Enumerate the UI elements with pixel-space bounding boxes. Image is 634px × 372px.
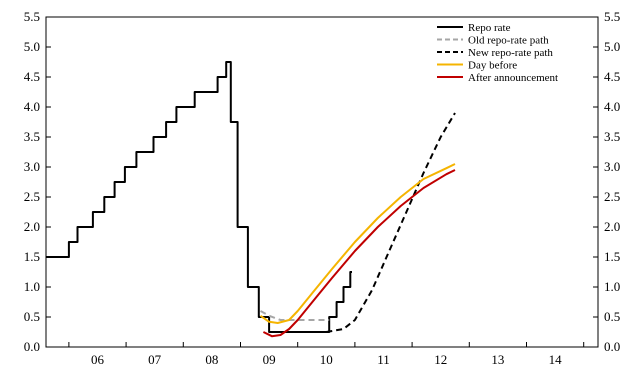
- y-tick-label-left: 3.5: [24, 129, 40, 144]
- y-tick-label-left: 0.5: [24, 309, 40, 324]
- y-tick-label-left: 5.5: [24, 9, 40, 24]
- y-tick-label-right: 2.5: [604, 189, 620, 204]
- x-tick-label: 06: [91, 352, 105, 367]
- y-tick-label-left: 2.0: [24, 219, 40, 234]
- y-tick-label-right: 5.5: [604, 9, 620, 24]
- legend-label-4: After announcement: [468, 72, 558, 84]
- series-line-2: [326, 112, 456, 333]
- y-tick-label-right: 1.0: [604, 279, 620, 294]
- y-tick-label-left: 4.0: [24, 99, 40, 114]
- x-tick-label: 10: [320, 352, 333, 367]
- series-line-4: [262, 169, 456, 338]
- x-axis-labels: 06 07 08 09 10 11 12 13 14: [91, 352, 562, 367]
- x-tick-label: 07: [148, 352, 162, 367]
- y-tick-label-left: 2.5: [24, 189, 40, 204]
- y-tick-label-left: 3.0: [24, 159, 40, 174]
- y-axis-right-labels: 0.0 0.5 1.0 1.5 2.0 2.5 3.0 3.5 4.0 4.5 5.0 5.5: [604, 9, 620, 354]
- legend-label-0: Repo rate: [468, 22, 511, 34]
- plot-frame: [45, 16, 599, 348]
- series-line-1: [260, 310, 330, 321]
- y-tick-label-right: 5.0: [604, 39, 620, 54]
- y-tick-label-left: 4.5: [24, 69, 40, 84]
- y-tick-label-right: 0.5: [604, 309, 620, 324]
- x-tick-label: 11: [377, 352, 390, 367]
- x-tick-label: 08: [205, 352, 218, 367]
- y-tick-label-right: 1.5: [604, 249, 620, 264]
- series-layer: [46, 61, 456, 338]
- legend-label-1: Old repo-rate path: [468, 35, 549, 47]
- y-tick-label-right: 3.0: [604, 159, 620, 174]
- series-line-0: [46, 61, 352, 333]
- y-tick-label-left: 1.5: [24, 249, 40, 264]
- y-tick-label-left: 5.0: [24, 39, 40, 54]
- legend-label-2: New repo-rate path: [468, 47, 553, 59]
- y-tick-label-right: 0.0: [604, 339, 620, 354]
- legend-label-3: Day before: [468, 60, 517, 72]
- y-tick-label-right: 4.5: [604, 69, 620, 84]
- series-line-3: [259, 163, 456, 324]
- y-tick-label-left: 1.0: [24, 279, 40, 294]
- x-tick-label: 14: [549, 352, 563, 367]
- y-tick-label-right: 4.0: [604, 99, 620, 114]
- y-tick-label-right: 3.5: [604, 129, 620, 144]
- x-tick-label: 12: [434, 352, 447, 367]
- y-tick-label-left: 0.0: [24, 339, 40, 354]
- y-tick-label-right: 2.0: [604, 219, 620, 234]
- x-axis-ticks: [68, 342, 585, 347]
- x-tick-label: 13: [491, 352, 504, 367]
- x-tick-label: 09: [263, 352, 276, 367]
- y-axis-left-labels: 0.0 0.5 1.0 1.5 2.0 2.5 3.0 3.5 4.0 4.5 5.0 5.5: [24, 9, 40, 354]
